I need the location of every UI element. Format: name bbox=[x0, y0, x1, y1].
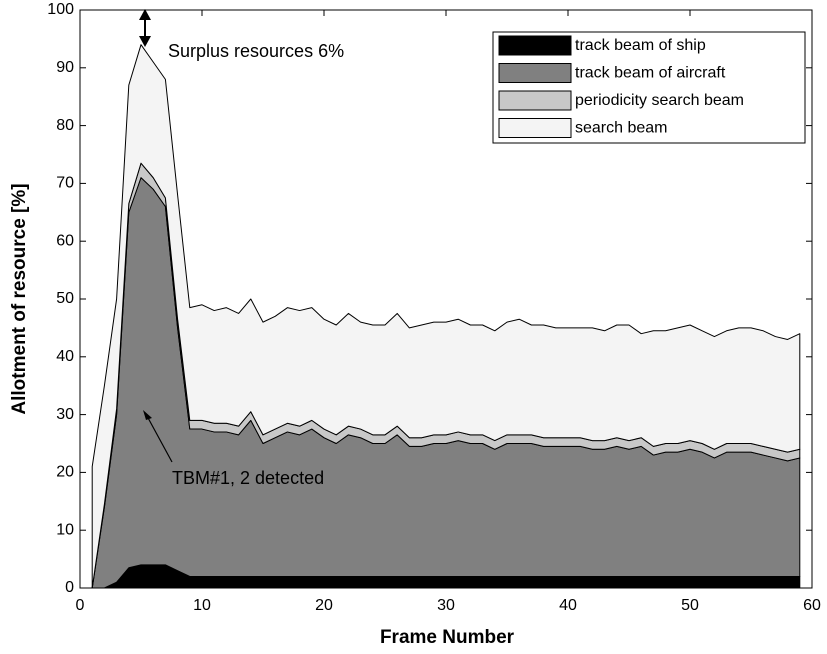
arrow-head bbox=[139, 36, 151, 47]
legend-swatch bbox=[498, 63, 572, 83]
legend-swatch bbox=[498, 90, 572, 111]
x-tick-label: 50 bbox=[681, 597, 699, 614]
y-tick-label: 100 bbox=[47, 1, 74, 18]
x-axis-label: Frame Number bbox=[380, 627, 515, 648]
y-tick-label: 20 bbox=[56, 464, 74, 481]
y-tick-label: 30 bbox=[56, 406, 74, 423]
x-tick-label: 30 bbox=[437, 597, 455, 614]
arrow bbox=[146, 415, 173, 463]
x-tick-label: 0 bbox=[76, 597, 85, 614]
y-tick-label: 70 bbox=[56, 175, 74, 192]
legend-swatch bbox=[498, 118, 572, 138]
y-tick-label: 10 bbox=[56, 521, 74, 538]
legend-swatch bbox=[498, 35, 572, 56]
annotation: TBM#1, 2 detected bbox=[172, 468, 324, 488]
y-tick-label: 90 bbox=[56, 59, 74, 76]
legend-label: track beam of ship bbox=[575, 37, 706, 54]
y-axis-label: Allotment of resource [%] bbox=[9, 183, 30, 414]
legend-label: track beam of aircraft bbox=[575, 65, 726, 82]
arrow-head bbox=[139, 9, 151, 20]
arrow-head bbox=[143, 410, 152, 420]
y-tick-label: 60 bbox=[56, 232, 74, 249]
annotation: Surplus resources 6% bbox=[168, 41, 344, 61]
x-tick-label: 40 bbox=[559, 597, 577, 614]
x-tick-label: 10 bbox=[193, 597, 211, 614]
y-tick-label: 40 bbox=[56, 348, 74, 365]
y-tick-label: 80 bbox=[56, 117, 74, 134]
x-tick-label: 20 bbox=[315, 597, 333, 614]
area bbox=[91, 44, 801, 589]
x-tick-label: 60 bbox=[803, 597, 821, 614]
legend-label: periodicity search beam bbox=[575, 92, 744, 109]
y-tick-label: 50 bbox=[56, 290, 74, 307]
y-tick-label: 0 bbox=[65, 579, 74, 596]
legend-label: search beam bbox=[575, 120, 668, 137]
